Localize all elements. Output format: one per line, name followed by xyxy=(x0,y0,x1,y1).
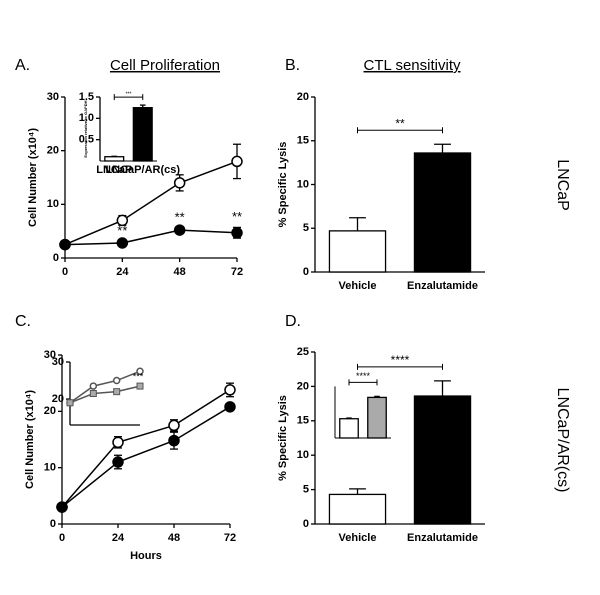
side-label: LNCaP/AR(cs) xyxy=(554,388,571,493)
series-line xyxy=(64,160,238,246)
x-tick-label: 48 xyxy=(168,532,180,544)
marker xyxy=(66,399,74,407)
panel-title: CTL sensitivity xyxy=(364,57,461,74)
marker xyxy=(231,227,243,239)
significance-label: **** xyxy=(391,353,410,367)
y-tick-label: 0 xyxy=(50,518,56,530)
marker xyxy=(112,376,121,385)
marker xyxy=(112,456,124,468)
x-tick-label: Enzalutamide xyxy=(407,532,478,544)
side-label: LNCaP xyxy=(554,159,571,211)
marker xyxy=(136,382,144,390)
x-tick-label: LNCaP xyxy=(96,164,132,176)
y-axis-title: % Specific Lysis xyxy=(277,142,289,228)
series-line xyxy=(69,385,141,404)
marker xyxy=(168,419,180,432)
x-tick-label: 0 xyxy=(59,532,65,544)
x-tick-label: 48 xyxy=(174,266,186,278)
marker xyxy=(116,237,129,249)
y-axis-title: Cell Number (x10⁴) xyxy=(24,390,36,489)
y-tick-label: 5 xyxy=(303,222,309,234)
panel-label: B. xyxy=(285,57,300,74)
y-tick-label: 0 xyxy=(303,518,309,530)
marker xyxy=(89,390,97,397)
significance-label: *** xyxy=(133,371,144,381)
marker xyxy=(224,384,236,396)
marker xyxy=(173,177,186,189)
x-tick-label: LNCaP/AR(cs) xyxy=(105,164,180,176)
series-line xyxy=(64,229,238,246)
x-tick-label: 72 xyxy=(231,266,243,278)
marker xyxy=(173,224,186,236)
significance-label: *** xyxy=(126,91,132,97)
marker xyxy=(56,501,68,513)
significance-label: ** xyxy=(232,209,242,224)
y-tick-label: 30 xyxy=(47,91,59,103)
marker xyxy=(113,388,121,396)
x-tick-label: 72 xyxy=(224,532,236,544)
y-tick-label: 20 xyxy=(297,380,309,392)
marker xyxy=(168,434,180,447)
marker xyxy=(89,382,98,390)
bar xyxy=(328,493,387,525)
y-tick-label: 10 xyxy=(47,198,59,210)
y-tick-label: 5 xyxy=(303,484,309,496)
y-axis-title: Cell Number (x10⁴) xyxy=(27,128,39,227)
panel-label: D. xyxy=(285,313,301,330)
y-tick-label: 20 xyxy=(47,145,59,157)
x-tick-label: 24 xyxy=(112,532,125,544)
marker xyxy=(116,214,129,227)
y-axis-title: % Specific Lysis xyxy=(277,395,289,481)
series-line xyxy=(61,406,231,508)
bar xyxy=(104,156,125,162)
x-tick-label: 24 xyxy=(116,266,129,278)
marker xyxy=(59,238,71,251)
bar xyxy=(413,152,472,273)
significance-label: ** xyxy=(117,223,127,238)
y-tick-label: 0 xyxy=(53,252,59,264)
y-tick-label: 30 xyxy=(52,356,64,368)
marker xyxy=(224,401,236,413)
x-tick-label: Vehicle xyxy=(339,532,377,544)
marker xyxy=(231,155,243,168)
y-tick-label: 0.5 xyxy=(79,134,94,146)
bar xyxy=(413,395,472,525)
y-axis-title: Expression relative to GAPDH xyxy=(83,100,88,157)
y-tick-label: 20 xyxy=(297,91,309,103)
y-tick-label: 10 xyxy=(297,449,309,461)
bar xyxy=(328,230,387,273)
y-tick-label: 20 xyxy=(44,405,56,417)
x-tick-label: Enzalutamide xyxy=(407,280,478,292)
panel-label: C. xyxy=(15,313,31,330)
significance-label: ** xyxy=(175,209,185,224)
y-tick-label: 10 xyxy=(44,462,56,474)
marker xyxy=(112,436,124,449)
marker xyxy=(136,367,144,376)
y-tick-label: 15 xyxy=(297,415,309,427)
significance-label: ** xyxy=(395,116,405,130)
y-tick-label: 30 xyxy=(44,349,56,361)
panel-label: A. xyxy=(15,57,30,74)
panel-title: Cell Proliferation xyxy=(110,57,220,74)
y-tick-label: 1.0 xyxy=(79,112,94,124)
series-line xyxy=(69,370,141,404)
bar xyxy=(132,107,153,162)
x-tick-label: 0 xyxy=(62,266,68,278)
significance-label: **** xyxy=(356,371,371,381)
x-tick-label: Vehicle xyxy=(339,280,377,292)
x-axis-title: Hours xyxy=(130,550,162,562)
y-tick-label: 15 xyxy=(297,135,309,147)
y-tick-label: 20 xyxy=(52,393,64,405)
y-tick-label: 10 xyxy=(297,178,309,190)
series-line xyxy=(61,389,231,508)
y-tick-label: 0 xyxy=(303,266,309,278)
bar xyxy=(367,396,387,439)
bar xyxy=(339,418,359,439)
y-tick-label: 25 xyxy=(297,346,309,358)
y-tick-label: 1.5 xyxy=(79,91,94,103)
